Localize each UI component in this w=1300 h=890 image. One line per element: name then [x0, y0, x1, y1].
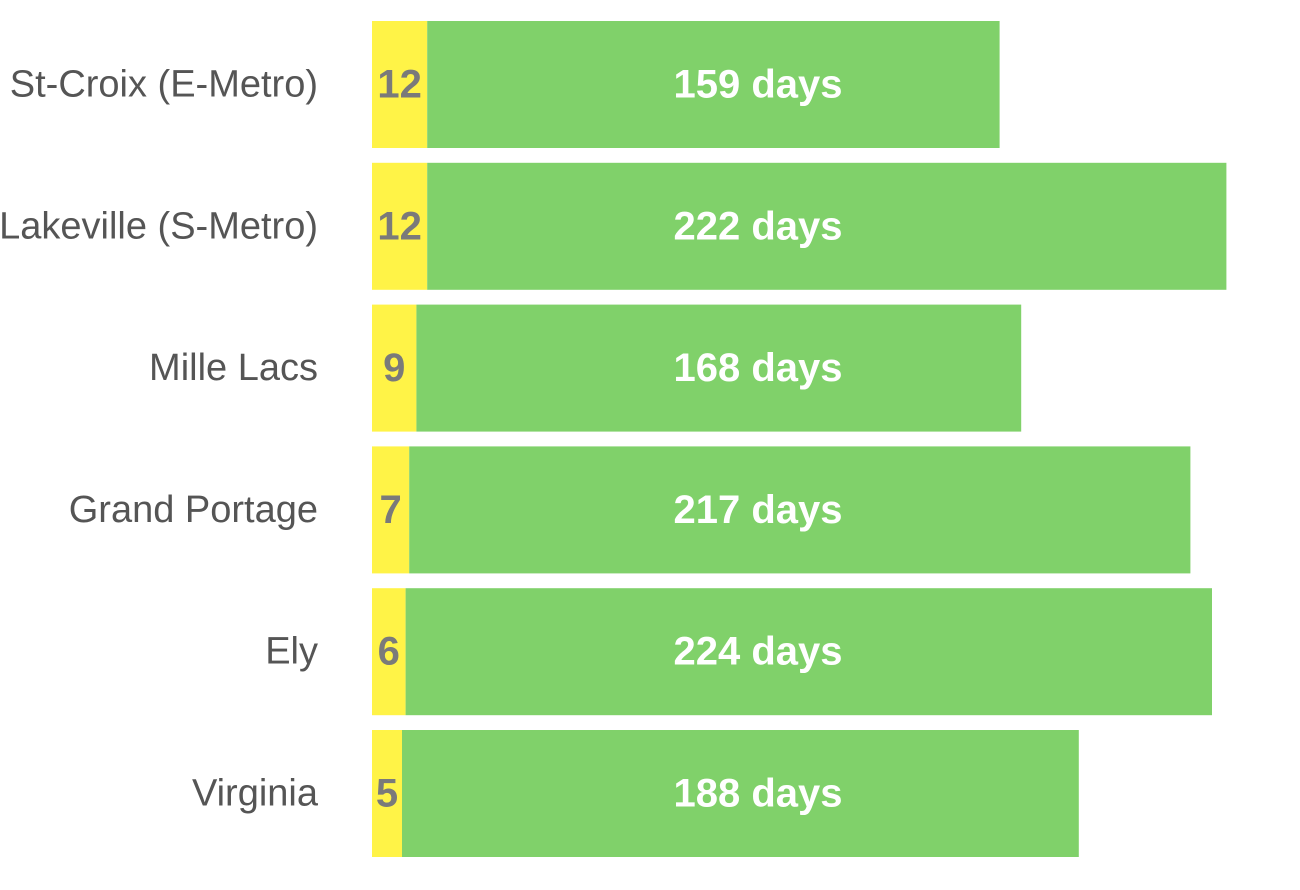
bar-segment-2	[409, 446, 1191, 574]
segment-1-data-label: 6	[378, 630, 400, 674]
segment-2-data-label: 217 days	[673, 488, 842, 532]
bar-segment-2	[405, 588, 1213, 716]
bar-segment-1	[372, 21, 428, 148]
bar-segment-2	[402, 730, 1079, 857]
bar-segment-1	[372, 162, 428, 290]
segment-2-data-label: 222 days	[673, 204, 842, 248]
bar-segment-1	[372, 304, 417, 432]
segment-2-data-label: 159 days	[673, 63, 842, 107]
category-label: Lakeville (S-Metro)	[0, 205, 318, 247]
segment-1-data-label: 7	[379, 488, 401, 532]
segment-2-data-label: 224 days	[673, 630, 842, 674]
bar-layer	[372, 21, 1227, 857]
bar-segment-1	[372, 730, 402, 857]
category-label: Grand Portage	[69, 489, 318, 531]
label-layer: St-Croix (E-Metro) 12 159 days Lakeville (S…	[0, 63, 843, 816]
segment-1-data-label: 9	[383, 346, 405, 390]
bar-segment-2	[416, 304, 1022, 432]
category-label: Ely	[265, 631, 318, 673]
bar-segment-2	[427, 162, 1227, 290]
category-label: St-Croix (E-Metro)	[10, 64, 318, 106]
bar-segment-1	[372, 588, 406, 716]
category-label: Virginia	[192, 773, 319, 815]
segment-1-data-label: 12	[377, 204, 422, 248]
segment-1-data-label: 12	[377, 63, 422, 107]
bar-segment-2	[427, 21, 1000, 148]
segment-2-data-label: 188 days	[673, 772, 842, 816]
bar-segment-1	[372, 446, 410, 574]
category-label: Mille Lacs	[149, 347, 318, 389]
segment-2-data-label: 168 days	[673, 346, 842, 390]
segment-1-data-label: 5	[376, 772, 398, 816]
